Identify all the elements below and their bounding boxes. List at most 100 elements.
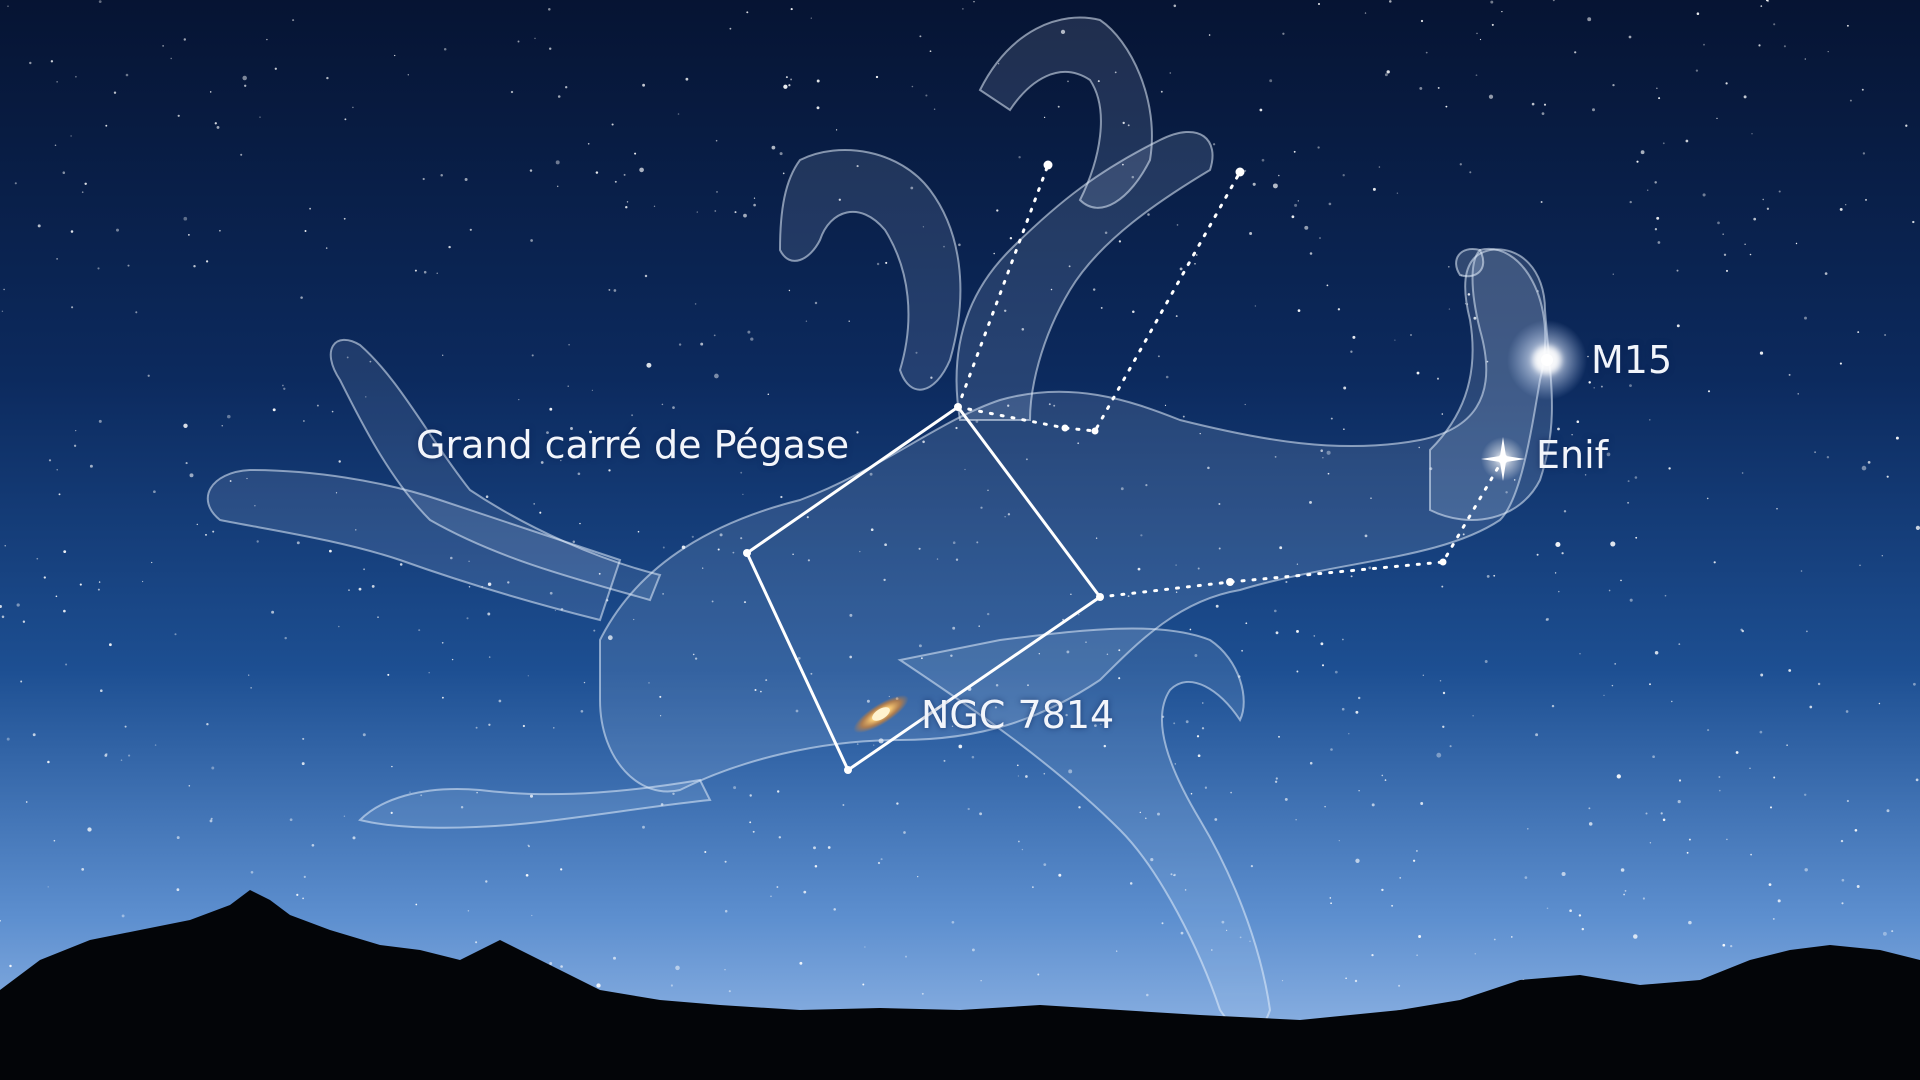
background-star	[790, 78, 793, 81]
background-star	[870, 528, 874, 532]
background-star	[1658, 97, 1661, 100]
background-star	[883, 578, 886, 582]
background-star	[556, 185, 559, 188]
background-star	[827, 846, 831, 849]
background-star	[749, 821, 752, 824]
background-star	[848, 320, 850, 322]
background-star	[1449, 745, 1452, 748]
background-star	[986, 612, 990, 616]
background-star	[1094, 724, 1097, 727]
background-star	[1328, 202, 1332, 206]
background-star	[1777, 899, 1781, 903]
background-star	[1809, 705, 1813, 709]
background-star	[1212, 143, 1216, 146]
background-star	[1849, 99, 1852, 102]
background-star	[548, 8, 551, 11]
background-star	[1441, 585, 1444, 588]
background-star	[1275, 631, 1279, 635]
background-star	[97, 267, 100, 270]
background-star	[672, 406, 675, 409]
background-star	[700, 342, 704, 346]
background-star	[747, 330, 751, 334]
background-star	[423, 270, 427, 274]
background-star	[81, 868, 85, 871]
background-star	[248, 674, 250, 676]
background-star	[733, 786, 737, 790]
background-star	[1479, 38, 1482, 41]
background-star	[488, 656, 491, 658]
background-star	[587, 143, 590, 145]
background-star	[1241, 649, 1244, 652]
background-star	[272, 408, 276, 412]
background-star	[670, 984, 673, 987]
background-star	[964, 468, 966, 471]
background-star	[525, 873, 529, 877]
background-star	[183, 216, 188, 221]
background-star	[1445, 105, 1448, 108]
background-star	[120, 759, 123, 761]
background-star	[1776, 507, 1778, 510]
background-star	[952, 541, 956, 544]
background-star	[53, 839, 56, 842]
background-star	[1221, 920, 1225, 924]
background-star	[377, 616, 379, 618]
background-star	[692, 653, 695, 656]
background-star	[1027, 684, 1029, 687]
background-star	[1389, 0, 1392, 3]
background-star	[1179, 267, 1183, 271]
background-star	[580, 709, 584, 713]
background-star	[530, 239, 533, 242]
background-star	[1677, 800, 1681, 804]
background-star	[1579, 652, 1581, 655]
background-star	[1814, 451, 1817, 454]
background-star	[1730, 944, 1733, 948]
background-star	[1274, 455, 1277, 458]
background-star	[1309, 761, 1313, 765]
background-star	[767, 393, 770, 396]
background-star	[1772, 917, 1775, 920]
background-star	[918, 644, 922, 648]
background-star	[1131, 175, 1135, 179]
background-star	[1297, 200, 1299, 202]
background-star	[1657, 241, 1661, 244]
background-star	[1588, 381, 1591, 384]
background-star	[1649, 842, 1652, 844]
background-star	[469, 228, 472, 231]
background-star	[1058, 873, 1062, 877]
background-star	[1584, 474, 1587, 476]
background-star	[613, 956, 616, 960]
background-star	[1475, 74, 1478, 77]
background-star	[1368, 566, 1372, 570]
pegasus-figure	[206, 16, 1553, 1034]
background-star	[1018, 156, 1021, 159]
background-star	[1905, 124, 1908, 127]
background-star	[780, 495, 783, 499]
background-star	[56, 81, 58, 83]
background-star	[1337, 308, 1341, 311]
background-star	[1915, 778, 1919, 782]
background-star	[1620, 868, 1625, 872]
background-star	[65, 663, 68, 666]
background-star	[1765, 0, 1769, 2]
background-star	[1418, 935, 1422, 938]
background-star	[1007, 404, 1010, 407]
background-star	[1535, 733, 1539, 737]
background-star	[1629, 598, 1633, 602]
background-star	[1718, 776, 1721, 778]
background-star	[724, 909, 728, 913]
background-star	[443, 47, 447, 51]
background-star	[849, 655, 853, 659]
background-star	[1612, 83, 1615, 87]
background-star	[1182, 415, 1185, 418]
background-star	[1778, 190, 1781, 193]
background-star	[1147, 213, 1150, 216]
background-star	[394, 54, 396, 57]
background-star	[1652, 755, 1655, 759]
background-star	[71, 306, 74, 309]
background-star	[1561, 552, 1564, 555]
background-star	[1127, 124, 1130, 127]
background-star	[1425, 51, 1428, 54]
background-star	[752, 830, 755, 833]
background-star	[776, 790, 780, 793]
background-star	[1608, 589, 1611, 592]
